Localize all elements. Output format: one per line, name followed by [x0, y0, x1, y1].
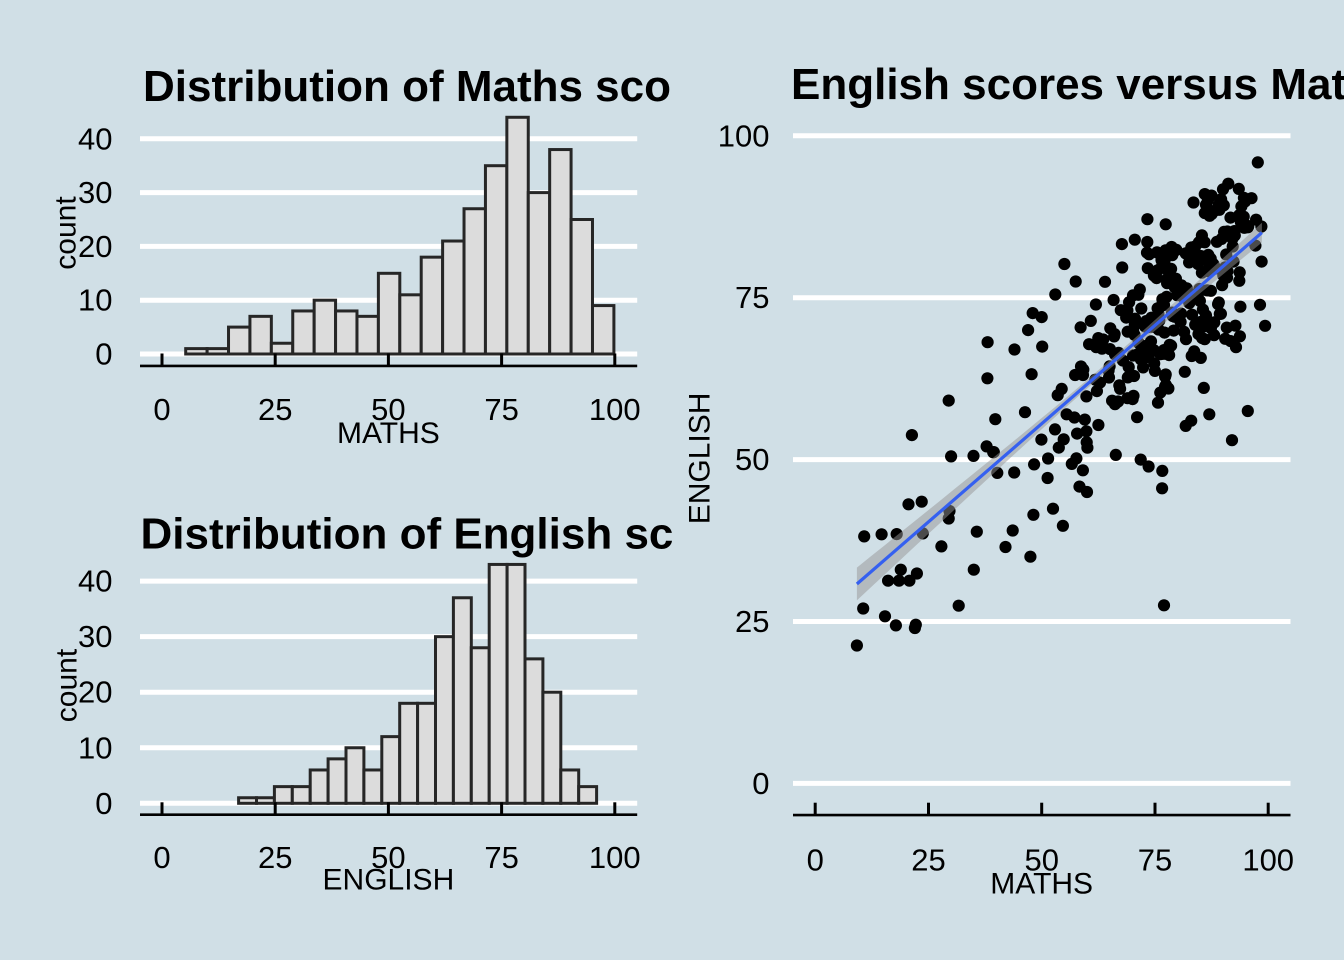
svg-text:40: 40	[78, 121, 112, 156]
svg-text:0: 0	[95, 337, 112, 372]
svg-text:Distribution of English sco: Distribution of English sco	[141, 510, 701, 559]
svg-text:30: 30	[78, 619, 112, 654]
svg-text:20: 20	[78, 229, 112, 264]
svg-text:20: 20	[78, 675, 112, 710]
svg-text:0: 0	[153, 392, 170, 427]
svg-text:English scores versus Maths sc: English scores versus Maths scores	[791, 60, 1344, 109]
svg-text:0: 0	[752, 766, 769, 801]
svg-text:25: 25	[258, 840, 292, 875]
svg-text:50: 50	[371, 840, 405, 875]
svg-text:50: 50	[371, 392, 405, 427]
svg-text:25: 25	[735, 604, 769, 639]
svg-text:25: 25	[911, 843, 945, 878]
svg-text:40: 40	[78, 564, 112, 599]
svg-text:100: 100	[1242, 843, 1294, 878]
svg-text:0: 0	[807, 843, 824, 878]
svg-text:10: 10	[78, 730, 112, 765]
svg-text:ENGLISH: ENGLISH	[323, 864, 455, 897]
svg-text:0: 0	[153, 840, 170, 875]
svg-text:100: 100	[589, 392, 641, 427]
svg-text:100: 100	[718, 118, 770, 153]
svg-text:100: 100	[589, 840, 641, 875]
svg-text:count: count	[50, 196, 83, 270]
svg-text:30: 30	[78, 175, 112, 210]
svg-text:10: 10	[78, 283, 112, 318]
svg-text:25: 25	[258, 392, 292, 427]
svg-text:0: 0	[95, 786, 112, 821]
svg-text:Distribution of Maths sco: Distribution of Maths sco	[143, 62, 671, 111]
svg-text:50: 50	[1024, 843, 1058, 878]
svg-text:75: 75	[484, 392, 518, 427]
svg-text:75: 75	[735, 280, 769, 315]
svg-text:50: 50	[735, 442, 769, 477]
svg-text:ENGLISH: ENGLISH	[684, 393, 717, 525]
svg-text:count: count	[51, 648, 84, 722]
svg-text:MATHS: MATHS	[337, 417, 440, 450]
svg-text:MATHS: MATHS	[990, 868, 1093, 901]
svg-text:75: 75	[1138, 843, 1172, 878]
svg-text:75: 75	[484, 840, 518, 875]
